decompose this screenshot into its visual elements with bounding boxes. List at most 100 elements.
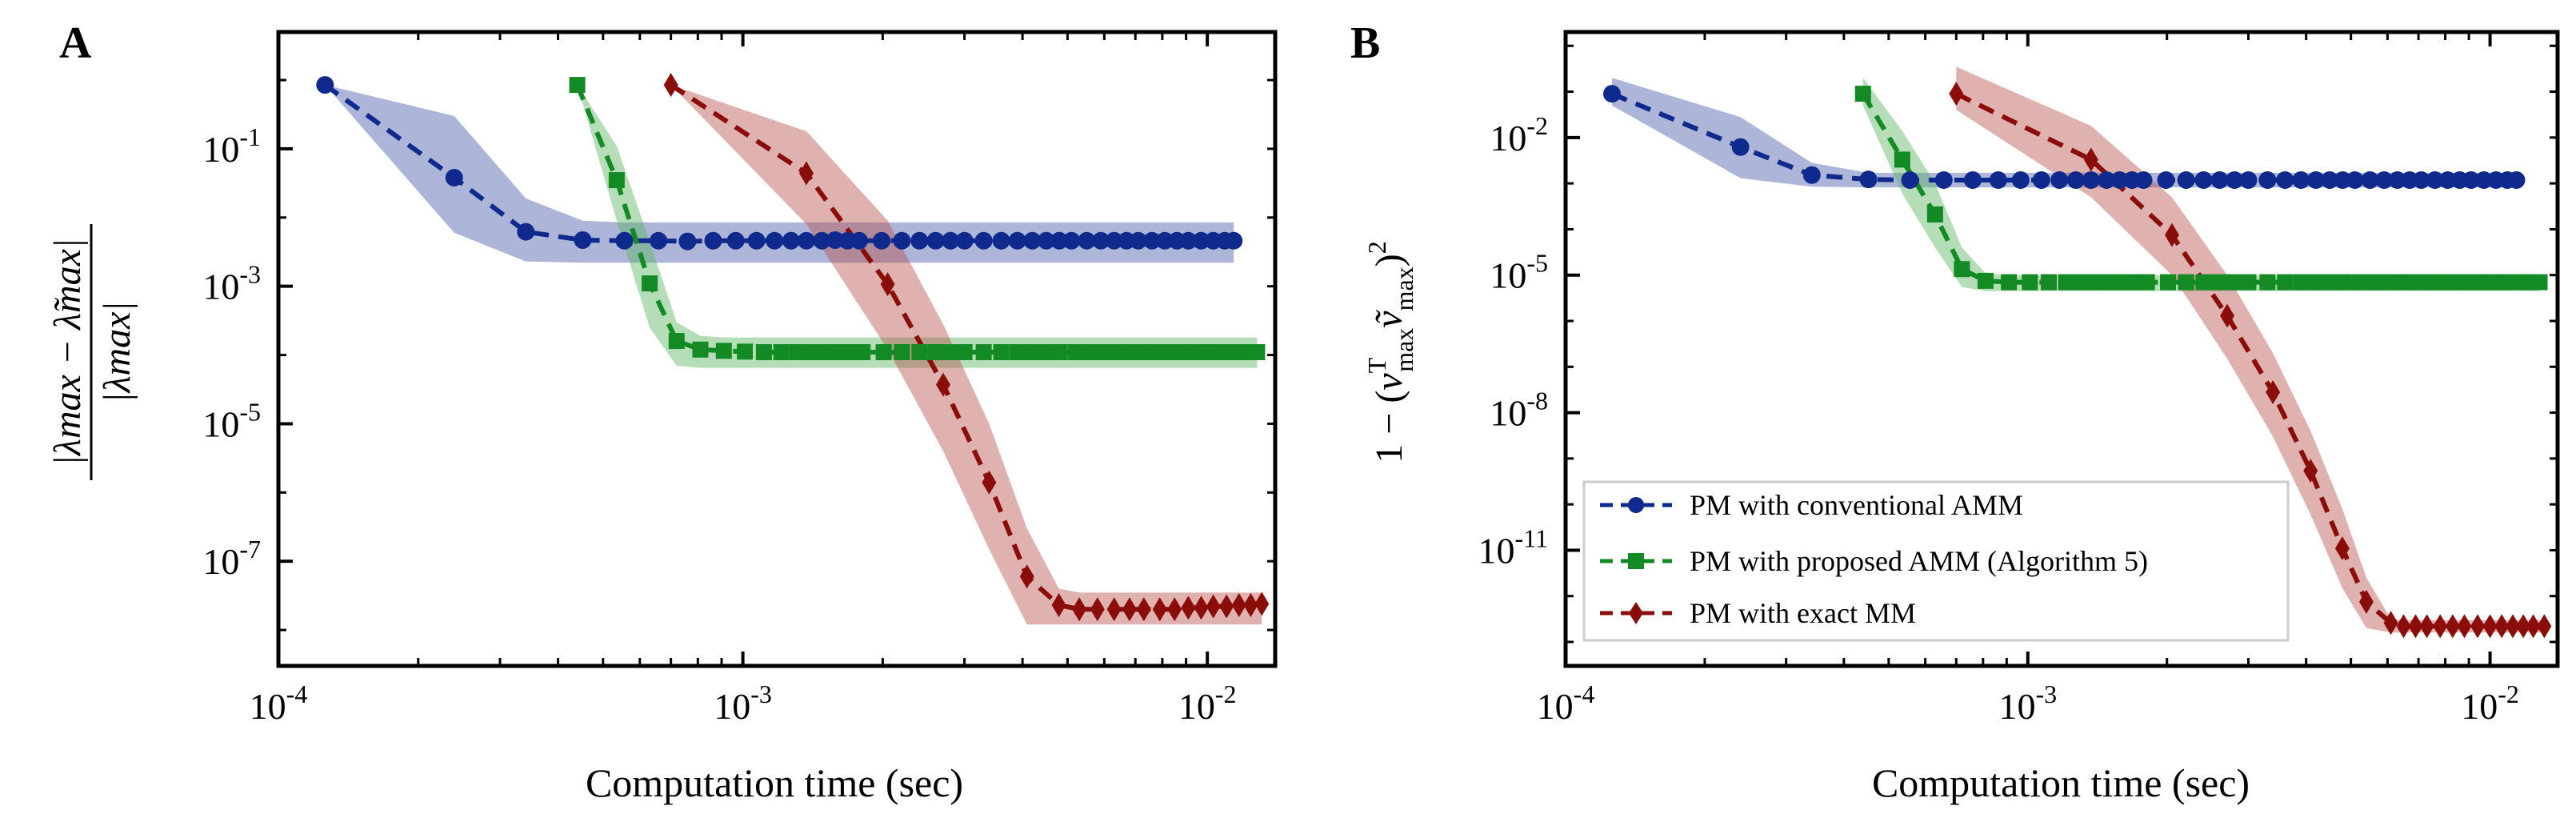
panel-a-point-exact bbox=[1152, 597, 1167, 622]
panel-b-point-conventional bbox=[2412, 171, 2430, 190]
panel-b-point-proposed bbox=[2259, 274, 2276, 291]
panel-b-point-proposed bbox=[1926, 206, 1943, 223]
panel-b-point-proposed bbox=[2531, 274, 2548, 291]
panel-a-point-proposed bbox=[1096, 344, 1113, 361]
ylabel-b-suffix: ) bbox=[1368, 254, 1410, 267]
panel-b-point-proposed bbox=[2159, 274, 2176, 291]
panel-a-y-tick-label: 10-1 bbox=[202, 122, 261, 170]
panel-a-point-proposed bbox=[911, 344, 928, 361]
panel-b-point-conventional bbox=[1731, 138, 1750, 156]
panel-a-point-proposed bbox=[1051, 344, 1068, 361]
panel-letter-b: B bbox=[1350, 18, 1380, 68]
panel-b-point-conventional bbox=[2050, 171, 2069, 190]
panel-a-point-proposed bbox=[1149, 344, 1166, 361]
panel-b-point-conventional bbox=[2157, 171, 2175, 190]
panel-b-point-conventional bbox=[2361, 171, 2379, 190]
panel-b-point-exact bbox=[1949, 82, 1964, 106]
panel-b-point-exact bbox=[2383, 611, 2398, 636]
panel-a-point-conventional bbox=[850, 231, 868, 250]
panel-a-bands bbox=[325, 85, 1262, 625]
ylabel-b-v: v bbox=[1368, 373, 1410, 391]
panel-b-x-axis-title: Computation time (sec) bbox=[1872, 760, 2250, 805]
legend-label-proposed: PM with proposed AMM (Algorithm 5) bbox=[1690, 545, 2148, 577]
panel-b-point-conventional bbox=[2474, 171, 2493, 190]
panel-b-y-axis-title: 1 − (vTmaxṽmax)2 bbox=[1362, 241, 1418, 463]
panel-a-point-exact bbox=[1122, 597, 1137, 622]
panel-b-point-conventional bbox=[2110, 171, 2129, 190]
panel-a-point-exact bbox=[1243, 593, 1258, 618]
ylabel-b-sup: T bbox=[1362, 357, 1391, 373]
panel-b-point-exact bbox=[2457, 614, 2472, 639]
panel-b-point-exact bbox=[2083, 147, 2098, 172]
panel-a-point-exact bbox=[1254, 591, 1270, 616]
panel-b-point-proposed bbox=[2495, 274, 2512, 291]
panel-a-point-proposed bbox=[804, 344, 821, 361]
panel-a-point-exact bbox=[1072, 597, 1087, 622]
panel-a-point-conventional bbox=[1023, 231, 1042, 250]
panel-b-point-conventional bbox=[2098, 171, 2116, 190]
panel-a-point-exact bbox=[1231, 593, 1246, 618]
panel-a-point-proposed bbox=[1121, 344, 1138, 361]
panel-b-point-proposed bbox=[2195, 274, 2212, 291]
panel-b-point-conventional bbox=[2276, 171, 2294, 190]
panel-a-point-proposed bbox=[830, 344, 847, 361]
panel-a-point-proposed bbox=[975, 344, 992, 361]
panel-a: A 10-4 10-3 10-2 10-1 10-3 10-5 10-7 Computati… bbox=[46, 18, 1278, 805]
panel-a-point-exact bbox=[982, 470, 997, 495]
panel-a-point-conventional bbox=[992, 231, 1010, 250]
panel-letter-a: A bbox=[59, 18, 92, 68]
panel-b-point-proposed bbox=[2307, 274, 2324, 291]
panel-a-point-proposed bbox=[1109, 344, 1126, 361]
panel-b-point-conventional bbox=[2438, 171, 2457, 190]
panel-b-point-conventional bbox=[2507, 171, 2526, 190]
panel-a-y-axis-title: |λmax − λ̃max| |λmax| bbox=[46, 224, 138, 480]
panel-b-point-conventional bbox=[2292, 171, 2310, 190]
panel-b-point-proposed bbox=[2322, 274, 2338, 291]
panel-a-point-conventional bbox=[955, 231, 974, 250]
panel-a-point-proposed bbox=[1009, 344, 1026, 361]
panel-a-point-proposed bbox=[993, 344, 1010, 361]
panel-b-point-proposed bbox=[2001, 274, 2018, 291]
panel-b-point-proposed bbox=[2058, 274, 2074, 291]
panel-a-x-tick-label: 10-4 bbox=[250, 680, 308, 727]
panel-b-point-proposed bbox=[2350, 274, 2367, 291]
panel-b-point-conventional bbox=[2321, 171, 2339, 190]
panel-a-point-proposed bbox=[668, 333, 685, 350]
panel-b-point-proposed bbox=[2366, 274, 2382, 291]
panel-a-point-proposed bbox=[1226, 344, 1242, 361]
panel-a-point-conventional bbox=[1092, 231, 1110, 250]
legend-item-proposed: PM with proposed AMM (Algorithm 5) bbox=[1600, 545, 2148, 577]
panel-b-point-proposed bbox=[2115, 274, 2132, 291]
panel-a-point-proposed bbox=[1024, 344, 1041, 361]
panel-b-point-conventional bbox=[2177, 171, 2195, 190]
panel-b-point-conventional bbox=[2032, 171, 2050, 190]
panel-b-point-conventional bbox=[1934, 171, 1953, 190]
panel-b-point-exact bbox=[2164, 223, 2179, 247]
panel-a-point-proposed bbox=[1135, 344, 1152, 361]
panel-a-point-conventional bbox=[726, 231, 745, 250]
panel-b-y-tick-label: 10-8 bbox=[1490, 387, 1548, 434]
panel-b-point-conventional bbox=[1989, 171, 2007, 190]
panel-b-markers bbox=[1602, 82, 2552, 639]
panel-a-point-exact bbox=[663, 73, 678, 98]
panel-b-point-proposed bbox=[2392, 274, 2409, 291]
legend-item-conventional: PM with conventional AMM bbox=[1600, 489, 2023, 521]
panel-a-band-conventional bbox=[325, 85, 1234, 263]
panel-b-point-exact bbox=[2266, 379, 2281, 404]
panel-b-point-conventional bbox=[1963, 171, 1982, 190]
panel-b-point-conventional bbox=[2239, 171, 2258, 190]
panel-a-point-exact bbox=[798, 161, 814, 186]
panel-a-point-exact bbox=[936, 372, 951, 397]
panel-b-point-proposed bbox=[1954, 261, 1970, 278]
panel-a-point-conventional bbox=[747, 231, 766, 250]
panel-b-point-proposed bbox=[2226, 274, 2243, 291]
panel-b-x-tick-label: 10-3 bbox=[1998, 680, 2057, 727]
ylabel-b-prefix: 1 − ( bbox=[1368, 391, 1410, 463]
panel-a-point-conventional bbox=[942, 231, 960, 250]
panel-b-point-conventional bbox=[2426, 171, 2444, 190]
panel-a-point-exact bbox=[1167, 597, 1182, 622]
panel-a-point-proposed bbox=[894, 344, 910, 361]
panel-a-point-conventional bbox=[704, 231, 722, 250]
panel-b-point-proposed bbox=[2211, 274, 2228, 291]
panel-b-plot-frame bbox=[1563, 30, 2560, 668]
